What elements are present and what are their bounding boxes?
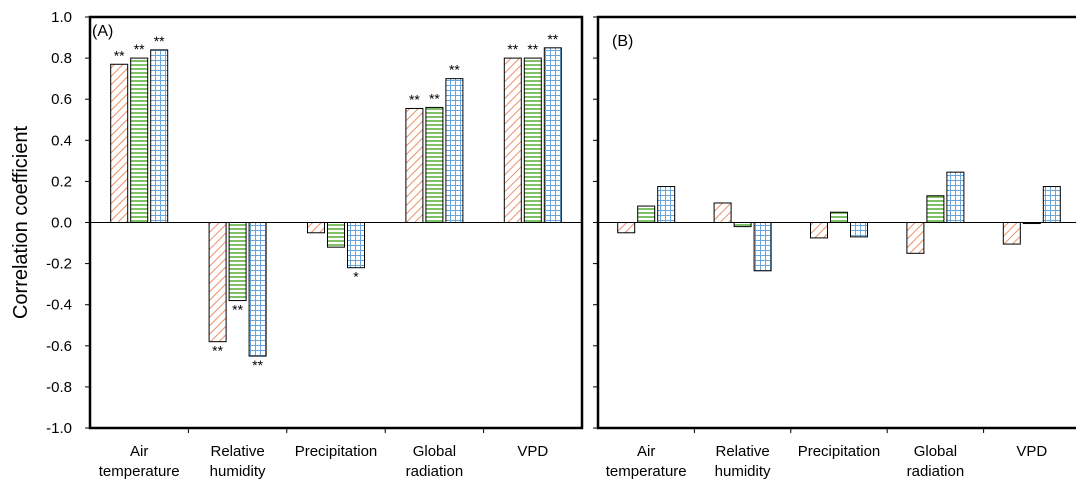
x-category-label: VPD <box>517 443 548 460</box>
y-tick-label: 0.8 <box>51 50 72 67</box>
y-tick-label: 0.6 <box>51 91 72 108</box>
bar-3 <box>248 222 267 357</box>
y-tick-label: 1.0 <box>51 9 72 26</box>
y-tick-label: -0.8 <box>46 379 72 396</box>
y-axis-title: Correlation coefficient <box>10 126 32 320</box>
bar-2 <box>733 222 752 228</box>
bar-2 <box>830 211 848 224</box>
bar-1 <box>713 202 732 223</box>
x-category-label: Air <box>130 443 148 460</box>
bar-1 <box>503 57 522 223</box>
x-category-label: radiation <box>907 463 965 480</box>
y-tick-label: -0.2 <box>46 256 72 273</box>
bar-2 <box>327 222 345 248</box>
significance-label: ** <box>134 41 145 57</box>
x-category-label: humidity <box>715 463 771 480</box>
significance-label: ** <box>232 302 243 318</box>
bar-1 <box>617 222 636 234</box>
x-category-label: Relative <box>210 443 264 460</box>
x-category-label: Relative <box>715 443 769 460</box>
bar-3 <box>657 186 676 224</box>
y-tick-label: -0.6 <box>46 338 72 355</box>
bar-3 <box>753 222 772 272</box>
bar-3 <box>445 78 464 224</box>
bar-1 <box>208 222 227 343</box>
significance-label: ** <box>429 90 440 106</box>
significance-label: * <box>353 269 359 285</box>
x-category-label: Precipitation <box>295 443 378 460</box>
x-category-label: temperature <box>606 463 687 480</box>
bar-3 <box>946 171 965 223</box>
bar-1 <box>307 222 325 234</box>
significance-label: ** <box>547 31 558 47</box>
bar-3 <box>347 222 365 269</box>
bar-1 <box>810 222 828 239</box>
x-category-label: humidity <box>210 463 266 480</box>
bar-1 <box>110 63 129 223</box>
x-category-label: Air <box>637 443 655 460</box>
bar-2 <box>523 57 542 223</box>
bar-2 <box>130 57 149 223</box>
x-category-label: Global <box>914 443 957 460</box>
bar-2 <box>228 222 247 302</box>
significance-label: ** <box>154 33 165 49</box>
y-tick-label: -1.0 <box>46 420 72 437</box>
y-tick-label: 0.4 <box>51 132 72 149</box>
significance-label: ** <box>114 47 125 63</box>
significance-label: ** <box>409 91 420 107</box>
y-tick-label: 0.2 <box>51 173 72 190</box>
bar-1 <box>1002 222 1021 245</box>
bar-1 <box>906 222 925 254</box>
significance-label: ** <box>449 62 460 78</box>
panel-label: (A) <box>92 23 113 40</box>
bar-1 <box>405 107 424 223</box>
bar-3 <box>850 222 868 238</box>
x-category-label: Precipitation <box>798 443 881 460</box>
significance-label: ** <box>252 357 263 373</box>
bar-3 <box>1042 186 1061 224</box>
y-tick-label: 0.0 <box>51 215 72 232</box>
x-category-label: VPD <box>1016 443 1047 460</box>
panel-label: (B) <box>612 33 633 50</box>
significance-label: ** <box>527 41 538 57</box>
bar-2 <box>637 205 656 223</box>
significance-label: ** <box>212 343 223 359</box>
x-category-label: radiation <box>406 463 464 480</box>
x-category-label: temperature <box>99 463 180 480</box>
significance-label: ** <box>507 41 518 57</box>
x-category-label: Global <box>413 443 456 460</box>
bar-2 <box>1022 222 1041 225</box>
bar-3 <box>150 49 169 223</box>
bar-2 <box>425 106 444 223</box>
bar-3 <box>543 47 562 224</box>
y-tick-label: -0.4 <box>46 297 72 314</box>
bar-2 <box>926 195 945 224</box>
